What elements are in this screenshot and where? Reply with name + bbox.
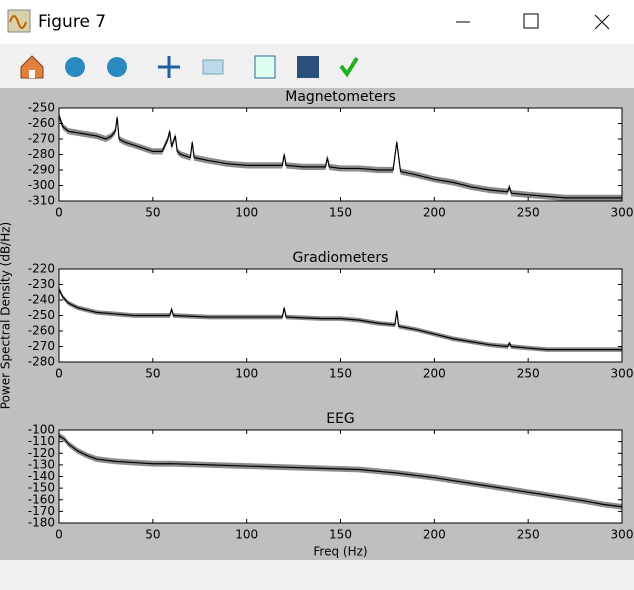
x-tick-label: 300: [611, 528, 634, 542]
back-button[interactable]: [65, 57, 85, 77]
x-tick-label: 250: [517, 367, 540, 381]
edit-button[interactable]: [339, 56, 359, 78]
x-tick-label: 150: [329, 206, 352, 220]
y-tick-label: -310: [28, 194, 55, 208]
x-tick-label: 200: [423, 206, 446, 220]
axes-title: Magnetometers: [285, 89, 396, 105]
save-button[interactable]: [297, 56, 319, 78]
y-tick-label: -120: [28, 446, 55, 460]
x-tick-label: 50: [145, 528, 160, 542]
x-tick-label: 200: [423, 528, 446, 542]
y-tick-label: -240: [28, 293, 55, 307]
y-tick-label: -270: [28, 339, 55, 353]
forward-button[interactable]: [107, 57, 127, 77]
x-tick-label: 300: [611, 206, 634, 220]
app-icon-wave: [9, 15, 27, 29]
y-tick-label: -280: [28, 355, 55, 369]
plot-area: [59, 286, 622, 352]
y-tick-label: -180: [28, 516, 55, 530]
x-tick-label: 50: [145, 206, 160, 220]
y-tick-label: -260: [28, 324, 55, 338]
x-tick-label: 0: [55, 367, 63, 381]
x-tick-label: 200: [423, 367, 446, 381]
y-tick-label: -300: [28, 178, 55, 192]
plot-area: [59, 112, 622, 201]
std-band: [59, 286, 622, 352]
y-tick-label: -280: [28, 147, 55, 161]
y-tick-label: -290: [28, 163, 55, 177]
x-tick-label: 250: [517, 528, 540, 542]
y-tick-label: -110: [28, 434, 55, 448]
y-tick-label: -140: [28, 469, 55, 483]
x-tick-label: 100: [235, 367, 258, 381]
y-tick-label: -270: [28, 132, 55, 146]
x-axis-label: Freq (Hz): [313, 545, 367, 559]
axes-background: [59, 430, 622, 523]
y-tick-label: -160: [28, 492, 55, 506]
pan-button[interactable]: [158, 56, 180, 78]
y-tick-label: -150: [28, 481, 55, 495]
x-tick-label: 150: [329, 367, 352, 381]
maximize-button[interactable]: [523, 13, 539, 29]
y-tick-label: -130: [28, 457, 55, 471]
axes-title: EEG: [326, 411, 355, 427]
y-axis-label: Power Spectral Density (dB/Hz): [0, 222, 13, 409]
y-tick-label: -170: [28, 504, 55, 518]
axes-title: Gradiometers: [293, 250, 389, 266]
psd-line: [59, 115, 622, 199]
x-tick-label: 0: [55, 528, 63, 542]
y-tick-label: -220: [28, 262, 55, 276]
std-band: [59, 432, 622, 510]
y-tick-label: -230: [28, 277, 55, 291]
y-tick-label: -250: [28, 308, 55, 322]
y-tick-label: -250: [28, 101, 55, 115]
x-tick-label: 100: [235, 206, 258, 220]
y-tick-label: -100: [28, 423, 55, 437]
status-bar: [0, 560, 634, 590]
x-tick-label: 250: [517, 206, 540, 220]
zoom-button[interactable]: [202, 59, 224, 75]
title-bar: [0, 0, 634, 44]
y-tick-label: -260: [28, 116, 55, 130]
close-button[interactable]: [594, 14, 610, 30]
x-tick-label: 0: [55, 206, 63, 220]
x-tick-label: 300: [611, 367, 634, 381]
psd-line: [59, 288, 622, 351]
x-tick-label: 100: [235, 528, 258, 542]
psd-line: [59, 435, 622, 508]
plot-area: [59, 432, 622, 510]
subplots-button[interactable]: [254, 55, 276, 79]
x-tick-label: 50: [145, 367, 160, 381]
home-button[interactable]: [20, 55, 44, 79]
axes-background: [59, 108, 622, 201]
x-tick-label: 150: [329, 528, 352, 542]
window-title: Figure 7: [38, 12, 106, 32]
